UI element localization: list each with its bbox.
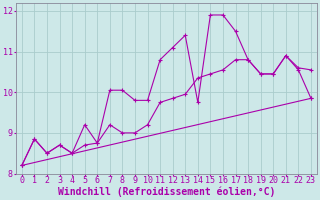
X-axis label: Windchill (Refroidissement éolien,°C): Windchill (Refroidissement éolien,°C)	[58, 187, 275, 197]
